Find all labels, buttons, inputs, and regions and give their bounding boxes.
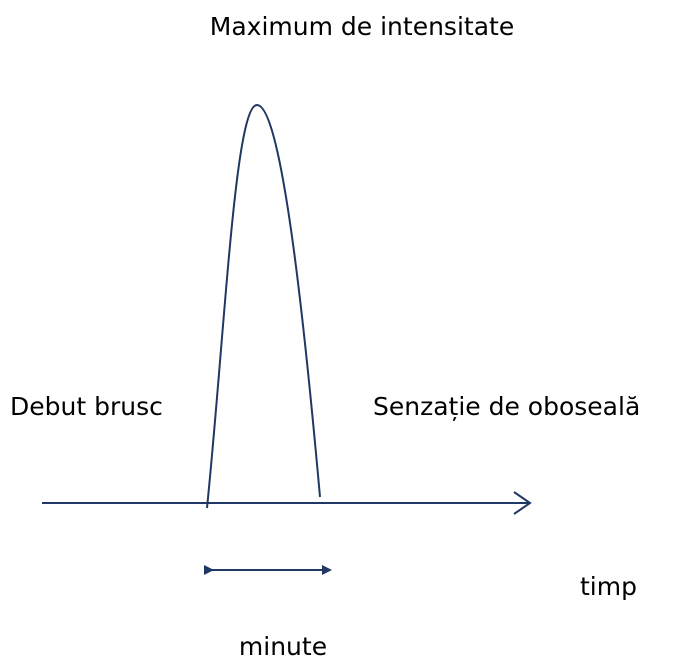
axis-label: timp (580, 572, 637, 601)
intensity-curve (206, 103, 321, 509)
end-label: Senzație de oboseală (373, 392, 640, 421)
onset-label: Debut brusc (10, 392, 163, 421)
title: Maximum de intensitate (210, 12, 514, 41)
duration-label: minute (239, 632, 327, 661)
axis-arrowhead (513, 491, 532, 515)
